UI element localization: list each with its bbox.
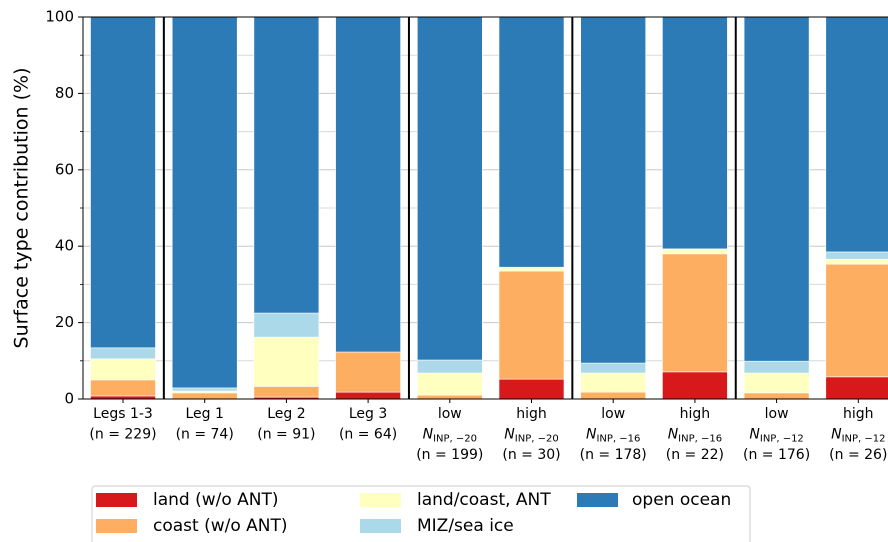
bar-segment: [90, 347, 156, 360]
legend-swatch: [96, 493, 137, 507]
y-tick-label: 40: [55, 237, 74, 255]
legend-swatch: [360, 519, 401, 533]
bar-segment: [498, 378, 565, 400]
x-tick-label: (n = 91): [257, 427, 315, 443]
bar-segment: [253, 312, 320, 338]
label-symbol: N: [504, 427, 515, 443]
bar-segment: [335, 351, 401, 393]
bar-segment: [335, 16, 401, 353]
bar-segment: [416, 359, 483, 374]
legend-label: land/coast, ANT: [417, 490, 551, 510]
bar-segment: [498, 266, 565, 272]
bar-segment: [171, 387, 238, 392]
label-subscript: INP, −20: [433, 434, 477, 445]
x-tick-label: (n = 178): [580, 447, 647, 463]
label-subscript: INP, −20: [515, 434, 559, 445]
x-tick-label: high: [516, 406, 547, 422]
x-tick-label: NINP, −20: [423, 427, 477, 445]
label-subscript: INP, −12: [760, 434, 804, 445]
label-symbol: N: [831, 427, 842, 443]
x-tick-label: Leg 3: [349, 406, 387, 422]
bar-segment: [825, 16, 888, 253]
bar-segment: [498, 16, 565, 268]
bar-segment: [580, 362, 647, 374]
bar-segment: [662, 253, 728, 373]
x-tick-label: Leg 1: [185, 406, 223, 422]
bar-segment: [825, 258, 888, 265]
y-tick-label: 80: [55, 84, 74, 102]
legend-swatch: [96, 519, 137, 533]
bar-segment: [498, 270, 565, 380]
bar-segment: [171, 16, 238, 389]
legend-swatch: [577, 493, 618, 507]
x-tick-label: NINP, −16: [668, 427, 722, 445]
legend-label: coast (w/o ANT): [153, 516, 288, 536]
label-symbol: N: [586, 427, 597, 443]
x-tick-label: Legs 1-3: [93, 406, 153, 422]
legend-label: land (w/o ANT): [153, 490, 279, 510]
legend-label: open ocean: [632, 490, 731, 510]
x-tick-label: low: [765, 406, 789, 422]
y-tick-label: 60: [55, 160, 74, 178]
bar-segment: [743, 16, 810, 362]
label-symbol: N: [423, 427, 434, 443]
y-tick-label: 100: [45, 8, 74, 26]
bar-segment: [825, 376, 888, 400]
legend-label: MIZ/sea ice: [417, 516, 514, 536]
x-tick-label: (n = 30): [502, 447, 560, 463]
y-axis-label: Surface type contribution (%): [11, 68, 33, 349]
x-tick-label: (n = 74): [176, 427, 234, 443]
bar-segment: [580, 391, 647, 400]
bar-segment: [662, 16, 728, 250]
bar-segment: [90, 358, 156, 381]
y-tick-label: 0: [64, 390, 74, 408]
bar-segment: [253, 336, 320, 387]
bar-segment: [416, 394, 483, 400]
label-subscript: INP, −16: [678, 434, 722, 445]
bar-segment: [743, 392, 810, 400]
bar-segment: [253, 16, 320, 314]
bar-segment: [90, 16, 156, 349]
x-tick-label: NINP, −12: [831, 427, 885, 445]
x-tick-label: (n = 176): [743, 447, 810, 463]
label-symbol: N: [749, 427, 760, 443]
label-subscript: INP, −16: [596, 434, 640, 445]
x-tick-label: NINP, −20: [504, 427, 558, 445]
x-tick-label: (n = 26): [829, 447, 887, 463]
bar-segment: [416, 372, 483, 396]
bar-segment: [662, 371, 728, 400]
x-tick-label: high: [680, 406, 711, 422]
x-tick-label: (n = 199): [416, 447, 483, 463]
x-tick-label: low: [601, 406, 625, 422]
bar-segment: [335, 391, 401, 400]
bar-segment: [90, 379, 156, 397]
legend-swatch: [360, 493, 401, 507]
bar-segment: [662, 248, 728, 255]
x-tick-label: NINP, −12: [749, 427, 803, 445]
x-tick-label: low: [438, 406, 462, 422]
bar-segment: [416, 16, 483, 361]
x-tick-label: NINP, −16: [586, 427, 640, 445]
bar-segment: [825, 251, 888, 260]
label-symbol: N: [668, 427, 679, 443]
x-tick-label: (n = 22): [666, 447, 724, 463]
x-tick-label: Leg 2: [267, 406, 305, 422]
x-tick-label: high: [843, 406, 874, 422]
x-tick-label: (n = 229): [89, 427, 156, 443]
bar-segment: [253, 386, 320, 398]
bar-segment: [743, 360, 810, 374]
bar-segment: [743, 372, 810, 394]
bar-segment: [580, 372, 647, 393]
x-tick-label: (n = 64): [339, 427, 397, 443]
label-subscript: INP, −12: [842, 434, 886, 445]
bar-segment: [825, 263, 888, 378]
y-tick-label: 20: [55, 313, 74, 331]
bar-segment: [171, 392, 238, 400]
bar-segment: [580, 16, 647, 364]
